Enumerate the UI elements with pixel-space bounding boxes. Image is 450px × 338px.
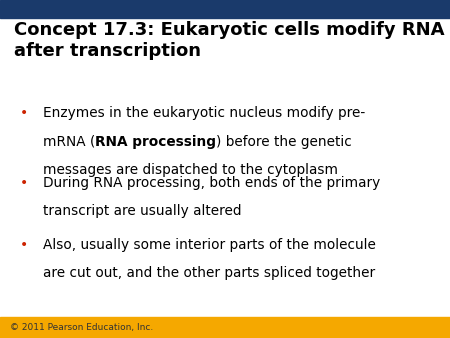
Text: Also, usually some interior parts of the molecule: Also, usually some interior parts of the…: [43, 238, 376, 252]
Text: •: •: [20, 106, 28, 120]
Text: are cut out, and the other parts spliced together: are cut out, and the other parts spliced…: [43, 266, 375, 280]
Text: Enzymes in the eukaryotic nucleus modify pre-: Enzymes in the eukaryotic nucleus modify…: [43, 106, 365, 120]
Text: During RNA processing, both ends of the primary: During RNA processing, both ends of the …: [43, 176, 380, 190]
Text: RNA processing: RNA processing: [95, 135, 216, 148]
Text: transcript are usually altered: transcript are usually altered: [43, 204, 241, 218]
Bar: [0, 0, 450, 18]
Text: •: •: [20, 238, 28, 252]
Text: •: •: [20, 176, 28, 190]
Text: mRNA (: mRNA (: [43, 135, 95, 148]
Text: messages are dispatched to the cytoplasm: messages are dispatched to the cytoplasm: [43, 163, 338, 176]
Bar: [0, 317, 450, 338]
Text: Concept 17.3: Eukaryotic cells modify RNA
after transcription: Concept 17.3: Eukaryotic cells modify RN…: [14, 21, 444, 61]
Text: © 2011 Pearson Education, Inc.: © 2011 Pearson Education, Inc.: [10, 323, 153, 332]
Text: ) before the genetic: ) before the genetic: [216, 135, 352, 148]
